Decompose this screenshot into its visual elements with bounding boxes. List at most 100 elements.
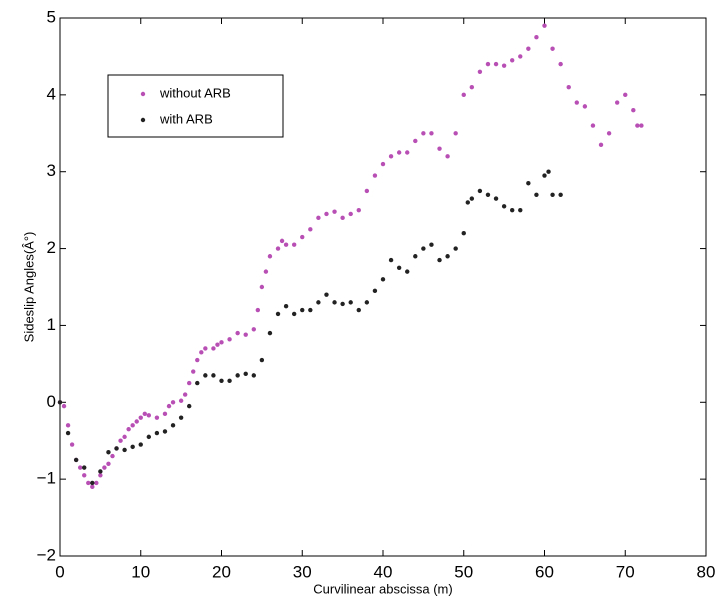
legend-box <box>107 74 284 138</box>
point <box>421 131 426 136</box>
point <box>526 46 531 51</box>
point <box>90 484 95 490</box>
point <box>166 403 172 409</box>
point <box>348 211 353 217</box>
point <box>65 430 71 436</box>
point <box>82 465 87 470</box>
legend-label: without ARB <box>159 85 231 100</box>
point <box>65 423 71 428</box>
point <box>122 447 127 453</box>
point <box>493 196 499 201</box>
point <box>356 207 361 213</box>
point <box>98 473 103 478</box>
y-tick-label: −2 <box>37 545 56 564</box>
point <box>405 269 410 274</box>
point <box>102 465 107 470</box>
point <box>332 209 337 214</box>
point <box>453 246 458 251</box>
point <box>154 430 160 436</box>
point <box>639 123 644 128</box>
x-tick-label: 20 <box>212 562 231 581</box>
point <box>187 403 192 409</box>
point <box>283 304 289 309</box>
point <box>259 357 265 363</box>
point <box>485 192 491 197</box>
point <box>631 108 636 113</box>
point <box>77 465 83 470</box>
point <box>106 450 111 455</box>
point <box>465 200 470 205</box>
point <box>162 429 168 434</box>
x-tick-label: 40 <box>374 562 393 581</box>
point <box>300 307 305 313</box>
point <box>106 461 111 466</box>
point <box>122 434 127 440</box>
point <box>461 231 466 236</box>
point <box>550 192 555 197</box>
point <box>90 480 95 486</box>
point <box>170 423 176 428</box>
point <box>300 234 305 240</box>
point <box>546 169 551 174</box>
point <box>219 340 224 345</box>
y-tick-label: 0 <box>47 392 56 411</box>
point <box>388 154 394 159</box>
point <box>429 131 434 136</box>
point <box>445 154 450 159</box>
point <box>485 61 491 67</box>
point <box>178 398 184 403</box>
point <box>606 131 612 136</box>
point <box>98 469 103 474</box>
point <box>130 423 135 428</box>
y-tick-label: 1 <box>47 315 56 334</box>
point <box>130 444 135 450</box>
point <box>251 327 256 332</box>
point <box>57 400 63 405</box>
point <box>316 215 321 221</box>
point <box>477 69 483 75</box>
point <box>413 254 418 259</box>
point <box>275 246 281 251</box>
point <box>114 446 119 451</box>
point <box>437 146 442 151</box>
point <box>243 371 248 377</box>
point <box>227 337 232 342</box>
point <box>574 100 579 105</box>
point <box>195 380 200 386</box>
point <box>308 307 313 313</box>
point <box>170 400 176 405</box>
point <box>590 123 596 128</box>
point <box>195 357 200 363</box>
point <box>550 46 555 51</box>
point <box>356 307 361 313</box>
point <box>110 453 115 459</box>
point <box>235 373 240 378</box>
point <box>259 284 265 290</box>
point <box>255 307 261 313</box>
point <box>396 265 402 270</box>
point <box>215 342 220 347</box>
point <box>82 473 87 478</box>
y-tick-label: 3 <box>47 161 56 180</box>
point <box>73 457 79 463</box>
point <box>86 480 91 486</box>
point <box>372 173 378 178</box>
point <box>142 411 147 417</box>
point <box>413 138 418 144</box>
point <box>94 480 99 486</box>
point <box>396 150 402 155</box>
point <box>316 300 321 305</box>
point <box>191 369 196 374</box>
point <box>348 300 353 305</box>
point <box>364 188 370 194</box>
point <box>582 104 588 109</box>
point <box>518 207 523 213</box>
point <box>558 192 563 197</box>
point <box>134 419 139 424</box>
point <box>380 277 386 282</box>
point <box>279 238 285 244</box>
point <box>283 242 289 247</box>
x-tick-label: 70 <box>616 562 635 581</box>
point <box>598 142 604 148</box>
